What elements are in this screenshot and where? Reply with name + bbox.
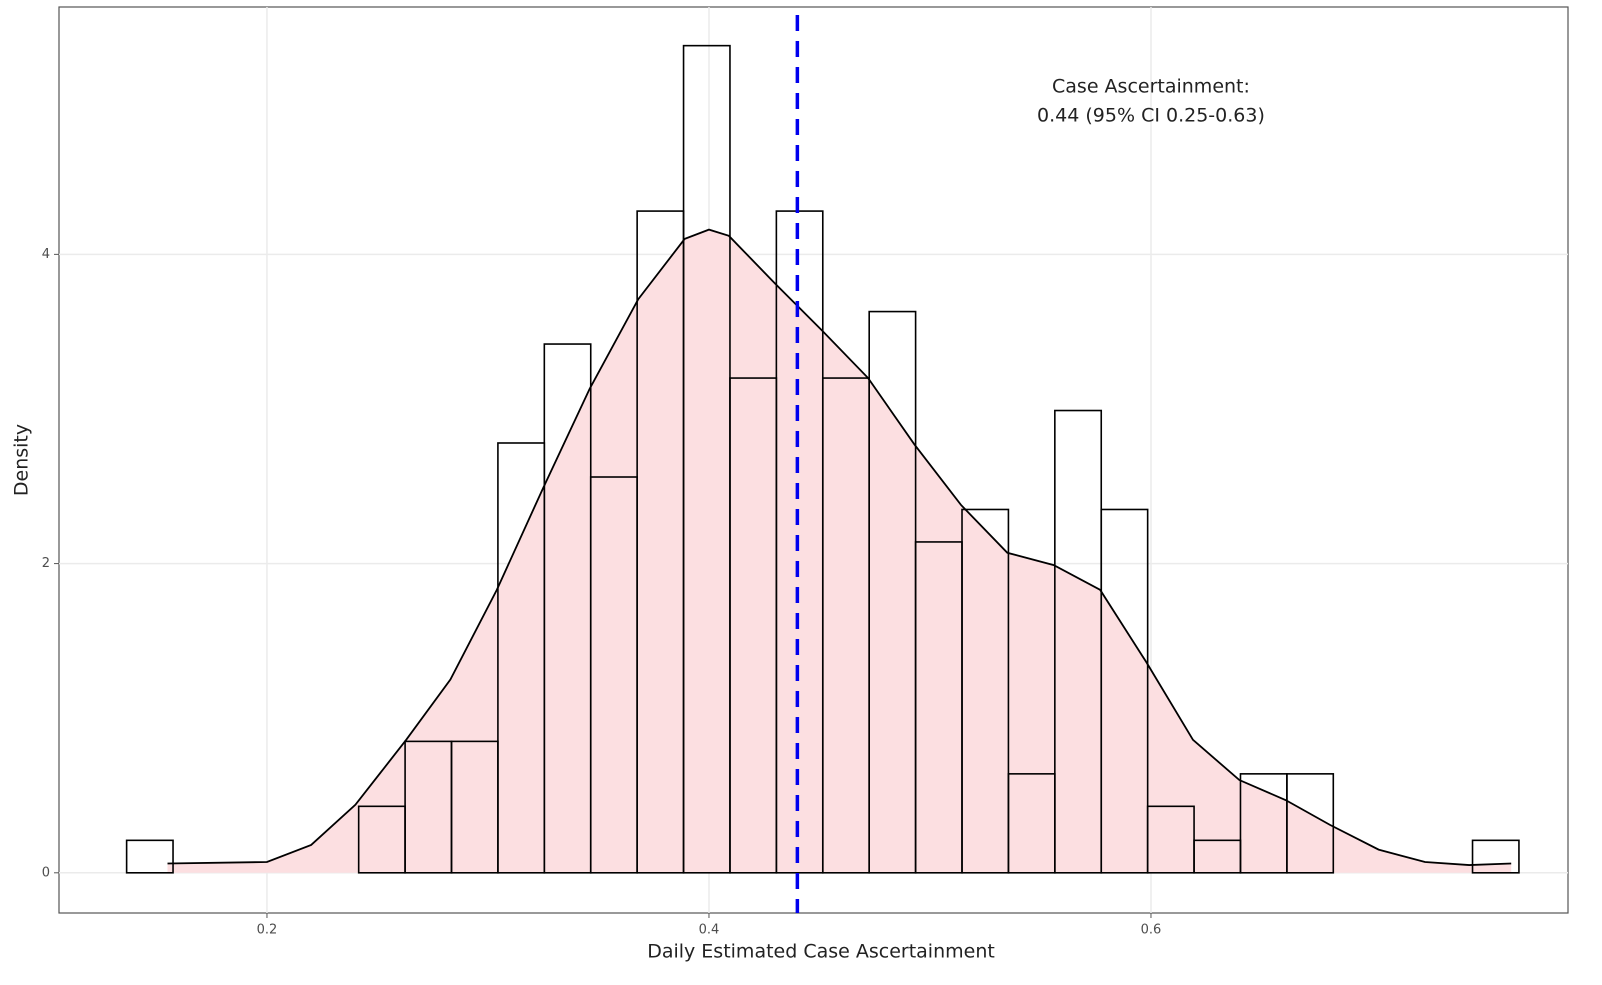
histogram-bar	[961, 508, 1010, 874]
y-tick-label: 4	[42, 247, 50, 262]
x-tick-label: 0.2	[257, 923, 278, 938]
histogram-bar	[125, 839, 174, 874]
annotation: Case Ascertainment:	[1052, 76, 1250, 98]
y-tick-label: 2	[42, 556, 50, 571]
x-tick-label: 0.6	[1141, 923, 1162, 938]
x-axis-title: Daily Estimated Case Ascertainment	[647, 941, 995, 963]
histogram-bar	[1471, 839, 1520, 874]
x-tick-label: 0.4	[699, 923, 720, 938]
annotation: 0.44 (95% CI 0.25-0.63)	[1037, 105, 1265, 127]
y-axis-title: Density	[11, 424, 33, 496]
histogram-bar	[1286, 773, 1335, 874]
density-line	[167, 228, 1512, 866]
y-tick-label: 0	[42, 865, 50, 880]
histogram-bar	[1100, 508, 1149, 874]
